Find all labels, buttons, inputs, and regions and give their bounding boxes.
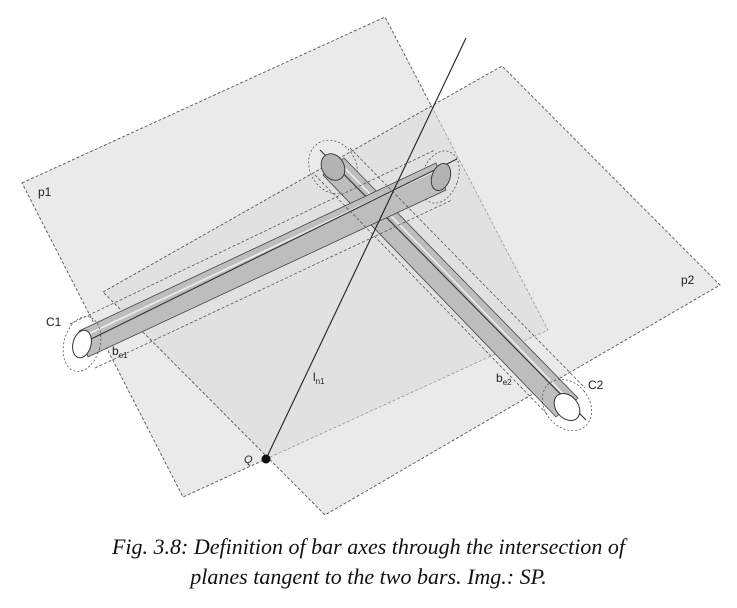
- tangent-line-e2-left: [314, 174, 549, 416]
- label-ln1-sub: n1: [316, 377, 325, 386]
- label-be1: be1: [112, 344, 128, 360]
- caption-line-1: Fig. 3.8: Definition of bar axes through…: [111, 534, 626, 559]
- label-be2: be2: [496, 371, 512, 387]
- bar-e2: [308, 139, 593, 432]
- bar-e1: [62, 150, 460, 372]
- figure-caption: Fig. 3.8: Definition of bar axes through…: [0, 532, 737, 592]
- label-be2-base: b: [496, 371, 503, 385]
- bar-e2-dashed-envelope-bottom: [541, 378, 593, 432]
- label-ln1: ln1: [313, 370, 325, 386]
- point-q: [261, 454, 271, 464]
- label-q: Q: [244, 454, 253, 466]
- plane-p2: [102, 65, 721, 516]
- diagram-figure: p1 p2 C1 C2 be1 be2 ln1 Q: [21, 16, 721, 516]
- bar-e1-dashed-envelope-right: [420, 150, 460, 204]
- tangent-lines: [69, 147, 586, 416]
- tangent-line-e2-right: [349, 147, 586, 389]
- label-p2: p2: [681, 273, 695, 287]
- label-be1-base: b: [112, 344, 119, 358]
- label-p1: p1: [38, 185, 52, 199]
- bar-e1-dashed-envelope-left: [62, 316, 102, 372]
- label-ln1-base: l: [313, 370, 316, 384]
- label-be2-sub: e2: [503, 378, 512, 387]
- bar-e1-axis: [82, 158, 458, 344]
- line-ln1: [265, 37, 467, 460]
- label-c1: C1: [46, 315, 62, 329]
- tangent-line-e1-upper: [69, 149, 436, 325]
- bar-e2-end-bottom: [553, 393, 581, 421]
- bar-e1-end-right: [430, 163, 452, 191]
- bar-e2-axis: [319, 149, 587, 421]
- caption-line-2: planes tangent to the two bars. Img.: SP…: [190, 564, 547, 589]
- tangent-line-e1-lower: [94, 199, 453, 369]
- label-c2: C2: [588, 378, 604, 392]
- bar-e1-end-left: [72, 329, 92, 359]
- bar-e2-end-top: [320, 153, 346, 181]
- label-be1-sub: e1: [119, 351, 128, 360]
